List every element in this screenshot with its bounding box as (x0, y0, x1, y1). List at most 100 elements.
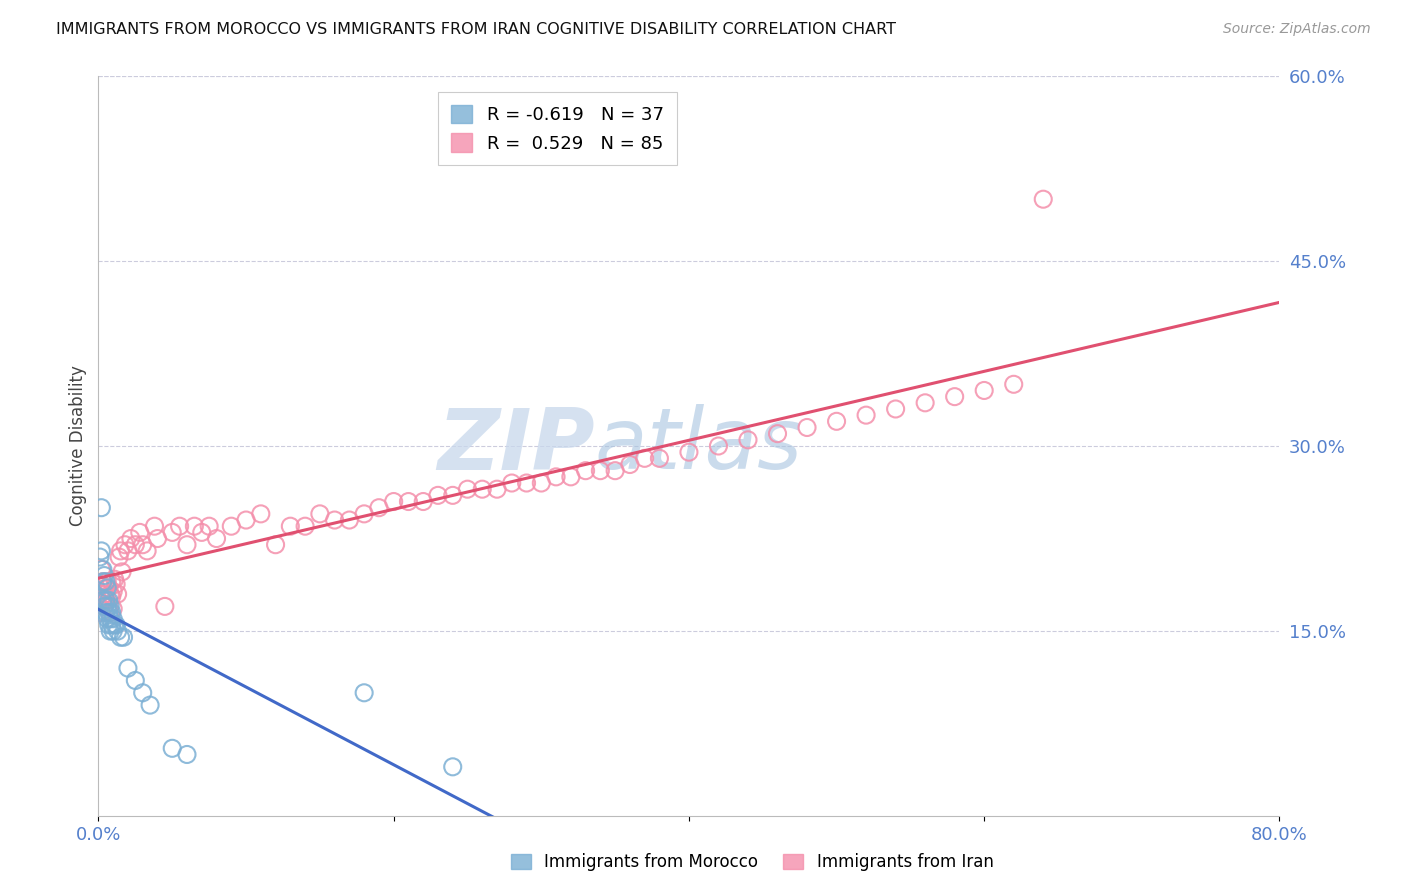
Point (457, 482, 479, 496)
Point (90, 544, 112, 558)
Point (110, 630, 132, 644)
Point (280, 519, 302, 533)
Point (825, 414, 848, 428)
Point (98, 612, 121, 626)
Point (605, 464, 627, 478)
Point (176, 747, 198, 762)
Point (412, 494, 434, 508)
Point (471, 482, 494, 496)
Point (183, 519, 205, 533)
Point (796, 420, 818, 434)
Point (91, 574, 114, 589)
Point (91, 593, 114, 607)
Point (143, 519, 166, 533)
Point (139, 698, 162, 712)
Point (1032, 192, 1054, 206)
Point (339, 513, 361, 527)
Point (100, 618, 122, 632)
Point (124, 673, 146, 688)
Point (91, 562, 114, 576)
Point (575, 464, 598, 478)
Point (914, 396, 936, 410)
Point (91, 593, 114, 607)
Point (103, 612, 125, 626)
Point (104, 572, 127, 586)
Point (855, 408, 877, 422)
Point (112, 630, 135, 644)
Point (107, 587, 129, 601)
Point (97, 581, 120, 595)
Point (176, 538, 198, 552)
Point (90, 562, 112, 576)
Text: ZIP: ZIP (437, 404, 595, 488)
Point (589, 464, 612, 478)
Point (648, 451, 671, 466)
Point (146, 532, 169, 546)
Point (117, 544, 139, 558)
Point (619, 458, 641, 472)
Point (100, 590, 122, 604)
Point (516, 475, 538, 490)
Point (91, 574, 114, 589)
Point (110, 544, 132, 558)
Point (634, 451, 657, 466)
Point (96, 574, 118, 589)
Point (264, 538, 287, 552)
Point (93, 599, 115, 614)
Point (117, 661, 139, 675)
Point (162, 741, 183, 756)
Point (973, 384, 995, 398)
Point (162, 525, 183, 540)
Point (1002, 377, 1025, 392)
Point (441, 488, 464, 502)
Point (93, 568, 115, 582)
Point (221, 519, 243, 533)
Point (707, 439, 730, 453)
Point (103, 584, 125, 599)
Legend: R = -0.619   N = 37, R =  0.529   N = 85: R = -0.619 N = 37, R = 0.529 N = 85 (439, 92, 676, 165)
Point (94, 593, 117, 607)
Point (132, 686, 155, 700)
Point (90, 500, 112, 515)
Point (120, 532, 142, 546)
Point (103, 624, 125, 639)
Point (235, 513, 257, 527)
Point (93, 599, 115, 614)
Point (382, 494, 405, 508)
Y-axis label: Cognitive Disability: Cognitive Disability (69, 366, 87, 526)
Point (96, 593, 118, 607)
Point (97, 593, 120, 607)
Point (530, 475, 553, 490)
Point (737, 433, 759, 447)
Point (943, 390, 966, 404)
Text: IMMIGRANTS FROM MOROCCO VS IMMIGRANTS FROM IRAN COGNITIVE DISABILITY CORRELATION: IMMIGRANTS FROM MOROCCO VS IMMIGRANTS FR… (56, 22, 896, 37)
Point (191, 525, 214, 540)
Point (96, 612, 118, 626)
Point (94, 593, 117, 607)
Point (250, 507, 273, 521)
Point (98, 606, 121, 620)
Point (96, 581, 118, 595)
Point (309, 507, 332, 521)
Point (198, 519, 221, 533)
Point (560, 470, 582, 484)
Point (153, 599, 176, 614)
Point (89, 587, 111, 601)
Point (94, 581, 117, 595)
Point (546, 470, 568, 484)
Point (486, 482, 509, 496)
Point (94, 574, 117, 589)
Point (353, 686, 375, 700)
Legend: Immigrants from Morocco, Immigrants from Iran: Immigrants from Morocco, Immigrants from… (502, 845, 1002, 880)
Point (368, 500, 391, 515)
Point (427, 488, 450, 502)
Point (97, 599, 120, 614)
Point (124, 538, 146, 552)
Point (104, 618, 127, 632)
Point (96, 599, 118, 614)
Point (169, 519, 191, 533)
Point (105, 618, 128, 632)
Point (111, 565, 134, 579)
Text: Source: ZipAtlas.com: Source: ZipAtlas.com (1223, 22, 1371, 37)
Point (353, 507, 375, 521)
